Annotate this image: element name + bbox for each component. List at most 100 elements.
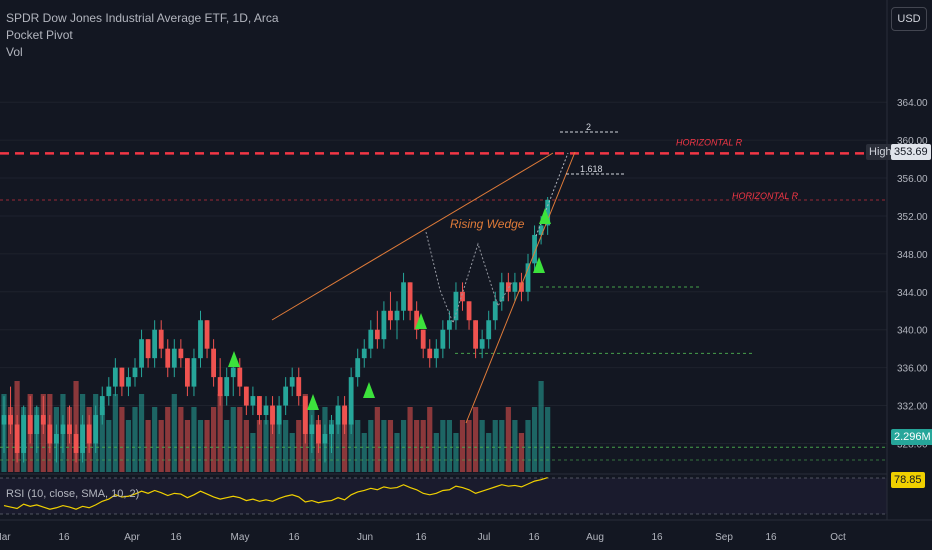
time-axis-label: 16 [288,532,300,543]
volume-bar [171,394,177,472]
volume-bar [414,420,420,472]
volume-bar [191,407,197,472]
wedge-lower-line [465,151,576,424]
candle-body [342,405,347,425]
volume-bar [263,420,269,472]
horizontal-label-1: HORIZONTAL R [676,137,743,147]
volume-bar [145,420,151,472]
candle-body [1,415,7,425]
volume-bar [296,420,302,472]
volume-bar [178,407,184,472]
candle-body [145,339,151,359]
indicator-volume[interactable]: Vol [6,45,23,59]
candle-body [329,424,334,434]
time-axis-label: 16 [765,532,777,543]
time-axis-label: Jun [357,532,373,543]
candle-body [224,377,230,397]
rsi-line [3,476,548,510]
volume-bar [446,420,452,472]
candle-body [21,415,27,453]
volume-bar [342,407,348,472]
candle-body [191,358,197,387]
volume-bar [7,407,14,472]
volume-bar [256,420,263,472]
candle-body [361,348,367,359]
wedge-upper-line [271,152,554,321]
candle-body [230,367,236,378]
candle-body [270,405,275,425]
volume-bar [545,407,551,472]
high-label-tag: High [866,144,895,160]
currency-button[interactable]: USD [891,7,927,31]
time-axis-label: Sep [715,532,733,543]
pocket-pivot-marker [307,394,319,410]
candle-body [460,291,465,302]
candle-body [27,415,33,434]
volume-bar [427,407,433,472]
volume-bar [230,407,236,472]
volume-bar [453,433,459,472]
price-axis-label: 340.00 [897,326,928,337]
volume-bar [433,433,439,472]
candle-body [440,329,446,349]
candle-body [512,282,518,292]
volume-bar [243,420,249,472]
candle-body [217,377,223,397]
time-axis-label: 16 [415,532,427,543]
candle-body [211,348,216,378]
price-axis-label: 332.00 [897,402,928,413]
price-axis-label: 360.00 [897,136,928,147]
candle-body [407,282,413,311]
candle-body [263,405,269,416]
candle-body [427,348,433,359]
volume-bar [197,420,204,472]
volume-bar [283,420,289,472]
horizontal-label-2: HORIZONTAL R [732,191,799,201]
candle-body [296,377,302,397]
volume-bar [518,433,525,472]
candle-body [106,386,112,397]
candle-body [112,367,118,387]
pocket-pivot-marker [415,313,427,329]
volume-bar [237,407,243,472]
time-axis-label: Mar [0,532,11,543]
volume-bar [525,420,531,472]
candle-body [60,424,66,434]
candle-body [171,348,177,368]
volume-bar [335,407,341,472]
volume-bar [152,407,158,472]
volume-bar [479,420,485,472]
volume-value-tag: 2.296M [891,429,932,445]
candle-body [302,396,308,434]
rsi-band [0,478,887,514]
candle-body [250,396,256,406]
time-axis-label: Oct [830,532,846,543]
time-axis-label: 16 [528,532,540,543]
volume-bar [459,420,466,472]
volume-bar [394,433,400,472]
volume-bar [473,407,479,472]
candle-body [322,434,328,444]
time-axis-label: Apr [124,532,140,543]
pocket-pivot-marker [533,257,545,273]
volume-bar [106,420,112,472]
candle-body [414,310,420,330]
candle-body [204,320,210,349]
volume-bar [289,433,295,472]
candle-body [473,320,478,349]
volume-bar [211,407,217,472]
time-axis-label: 16 [58,532,70,543]
grid-lines [0,101,887,444]
volume-bar [348,420,354,472]
candle-body [14,424,20,453]
indicator-pocket-pivot[interactable]: Pocket Pivot [6,28,73,42]
candle-body [394,310,400,321]
candle-body [276,405,282,425]
high-value: 353.69 [894,146,928,158]
volume-bar [505,407,511,472]
candle-body [388,310,393,321]
symbol-title[interactable]: SPDR Dow Jones Industrial Average ETF, 1… [6,11,279,25]
rsi-value: 78.85 [894,474,922,486]
